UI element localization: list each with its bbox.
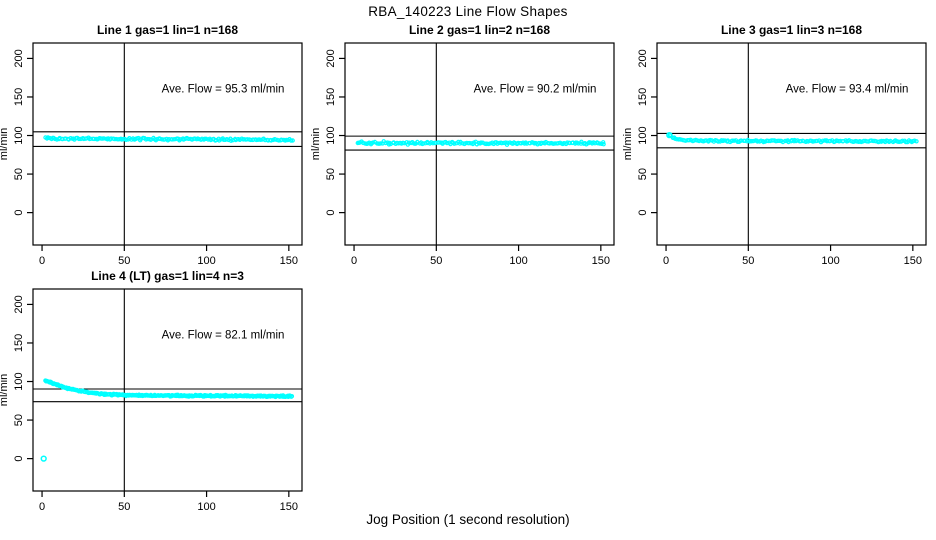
panel-title: Line 1 gas=1 lin=1 n=168 [97, 23, 238, 37]
panel-title: Line 3 gas=1 lin=3 n=168 [721, 23, 862, 37]
average-flow-annotation: Ave. Flow = 95.3 ml/min [162, 83, 285, 95]
panel-title: Line 4 (LT) gas=1 lin=4 n=3 [91, 269, 244, 283]
x-tick-label: 50 [742, 255, 754, 267]
y-tick-label: 50 [13, 414, 25, 426]
plot-box [32, 42, 303, 246]
x-tick-label: 100 [197, 501, 215, 513]
y-tick-label: 0 [13, 456, 25, 462]
y-tick-label: 50 [637, 168, 649, 180]
average-flow-annotation: Ave. Flow = 82.1 ml/min [162, 329, 285, 341]
y-tick-label: 150 [13, 88, 25, 106]
y-tick-label: 0 [637, 210, 649, 216]
y-tick-label: 100 [13, 372, 25, 390]
data-point [877, 139, 882, 144]
x-tick-label: 150 [280, 501, 298, 513]
x-tick-label: 150 [280, 255, 298, 267]
data-point [499, 140, 504, 146]
data-point [900, 138, 905, 143]
data-point-outlier [40, 455, 47, 462]
y-tick-label: 0 [325, 210, 337, 216]
data-point [716, 139, 721, 144]
data-points [666, 131, 919, 145]
x-tick-label: 0 [663, 255, 669, 267]
x-tick-label: 100 [821, 255, 839, 267]
panel-line-2: Line 2 gas=1 lin=2 n=168 0 50 100 150 0 50 100 1… [310, 23, 615, 267]
y-axis-label: ml/min [0, 128, 10, 160]
data-points [43, 135, 295, 143]
x-tick-label: 100 [197, 255, 215, 267]
y-tick-label: 0 [13, 210, 25, 216]
data-point [290, 138, 295, 143]
data-point [595, 140, 600, 146]
data-point [912, 138, 917, 143]
x-tick-label: 0 [39, 255, 45, 267]
y-tick-label: 150 [13, 334, 25, 352]
average-flow-annotation: Ave. Flow = 93.4 ml/min [786, 83, 909, 95]
y-tick-label: 150 [637, 88, 649, 106]
y-axis-label: ml/min [0, 374, 10, 406]
x-tick-label: 0 [39, 501, 45, 513]
data-point [731, 138, 737, 143]
data-point [268, 138, 274, 143]
x-tick-label: 150 [904, 255, 922, 267]
data-point [814, 138, 820, 144]
y-axis-label: ml/min [310, 128, 322, 160]
data-points [355, 139, 606, 147]
x-tick-label: 100 [509, 255, 527, 267]
panel-line-1: Line 1 gas=1 lin=1 n=168 0 50 100 150 0 50 100 1… [0, 23, 303, 267]
data-points [40, 378, 295, 462]
data-point [421, 141, 426, 146]
x-axis-caption: Jog Position (1 second resolution) [366, 512, 570, 527]
main-title: RBA_140223 Line Flow Shapes [368, 4, 568, 19]
x-tick-label: 50 [118, 501, 130, 513]
data-point [289, 394, 295, 399]
x-tick-label: 0 [351, 255, 357, 267]
y-tick-label: 100 [637, 126, 649, 144]
data-point [597, 141, 602, 146]
x-tick-label: 150 [592, 255, 610, 267]
data-point [601, 141, 606, 147]
y-tick-label: 100 [325, 126, 337, 144]
y-tick-label: 100 [13, 126, 25, 144]
panel-line-3: Line 3 gas=1 lin=3 n=168 0 50 100 150 0 50 100 1… [622, 23, 927, 267]
y-tick-label: 200 [637, 49, 649, 67]
data-point [565, 140, 570, 145]
plot-box [656, 42, 927, 246]
y-tick-label: 50 [13, 168, 25, 180]
x-tick-label: 50 [430, 255, 442, 267]
panel-line-4: Line 4 (LT) gas=1 lin=4 n=3 0 50 100 150 0 50 1… [0, 269, 303, 513]
data-point [879, 138, 884, 144]
data-point [279, 137, 284, 142]
data-point [505, 140, 510, 145]
average-flow-annotation: Ave. Flow = 90.2 ml/min [474, 83, 597, 95]
data-point [467, 140, 472, 146]
y-tick-label: 50 [325, 168, 337, 180]
data-point-outlier [666, 131, 673, 139]
data-point [123, 137, 129, 142]
data-point [452, 141, 457, 146]
y-tick-label: 200 [325, 49, 337, 67]
data-point [497, 140, 502, 146]
y-tick-label: 150 [325, 88, 337, 106]
panel-title: Line 2 gas=1 lin=2 n=168 [409, 23, 550, 37]
data-point [378, 141, 383, 146]
y-axis-label: ml/min [622, 128, 634, 160]
y-tick-label: 200 [13, 295, 25, 313]
x-tick-label: 50 [118, 255, 130, 267]
plot-box [344, 42, 615, 246]
data-point [501, 140, 506, 146]
data-point [76, 136, 82, 142]
data-point [248, 137, 253, 143]
y-tick-label: 200 [13, 49, 25, 67]
plot-box [32, 288, 303, 492]
data-point [749, 138, 754, 144]
data-point [914, 139, 919, 144]
data-point [601, 140, 606, 145]
